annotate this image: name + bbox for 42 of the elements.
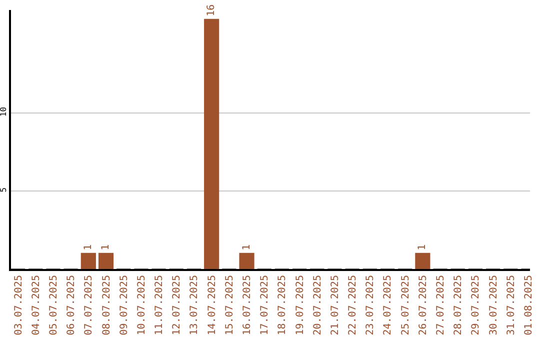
x-tick-label: 04.07.2025 [30, 275, 42, 336]
x-tick-label: 16.07.2025 [242, 275, 253, 336]
x-tick-label: 11.07.2025 [154, 275, 166, 336]
x-tick-label: 23.07.2025 [365, 275, 376, 336]
x-tick-label: 28.07.2025 [453, 275, 464, 336]
data-label: 1 [100, 244, 112, 250]
x-tick-label: 08.07.2025 [101, 275, 112, 336]
bar [98, 252, 114, 269]
bar [204, 18, 220, 269]
data-label: 16 [206, 4, 218, 16]
x-tick-label: 13.07.2025 [189, 275, 200, 336]
data-label: 1 [82, 244, 94, 250]
x-tick-label: 09.07.2025 [118, 275, 130, 336]
x-tick-label: 29.07.2025 [470, 275, 482, 336]
x-tick-label: 17.07.2025 [260, 275, 271, 336]
bar [239, 252, 254, 269]
x-tick-label: 07.07.2025 [84, 275, 95, 336]
x-tick-label: 10.07.2025 [136, 275, 148, 336]
x-tick-label: 20.07.2025 [312, 275, 324, 336]
x-tick-label: 22.07.2025 [348, 275, 359, 336]
x-tick-label: 26.07.2025 [418, 275, 429, 336]
x-tick-label: 25.07.2025 [400, 275, 412, 336]
x-tick-label: 30.07.2025 [488, 275, 500, 336]
data-label: 1 [417, 244, 428, 250]
y-tick-label: 10 [0, 106, 8, 117]
x-tick-label: 21.07.2025 [330, 275, 341, 336]
x-tick-label: 14.07.2025 [206, 275, 218, 336]
x-tick-label: 27.07.2025 [436, 275, 447, 336]
x-tick-label: 18.07.2025 [277, 275, 288, 336]
x-tick-label: 01.08.2025 [523, 275, 534, 336]
x-tick-label: 19.07.2025 [294, 275, 306, 336]
data-label: 1 [241, 244, 252, 250]
x-tick-label: 31.07.2025 [506, 275, 517, 336]
bar [415, 252, 430, 269]
bar [80, 252, 96, 269]
x-tick-label: 06.07.2025 [66, 275, 78, 336]
y-tick-label: 5 [0, 187, 8, 192]
x-tick-label: 15.07.2025 [224, 275, 236, 336]
x-tick-label: 12.07.2025 [172, 275, 183, 336]
x-tick-label: 03.07.2025 [13, 275, 24, 336]
x-tick-label: 05.07.2025 [48, 275, 60, 336]
x-tick-label: 24.07.2025 [382, 275, 394, 336]
